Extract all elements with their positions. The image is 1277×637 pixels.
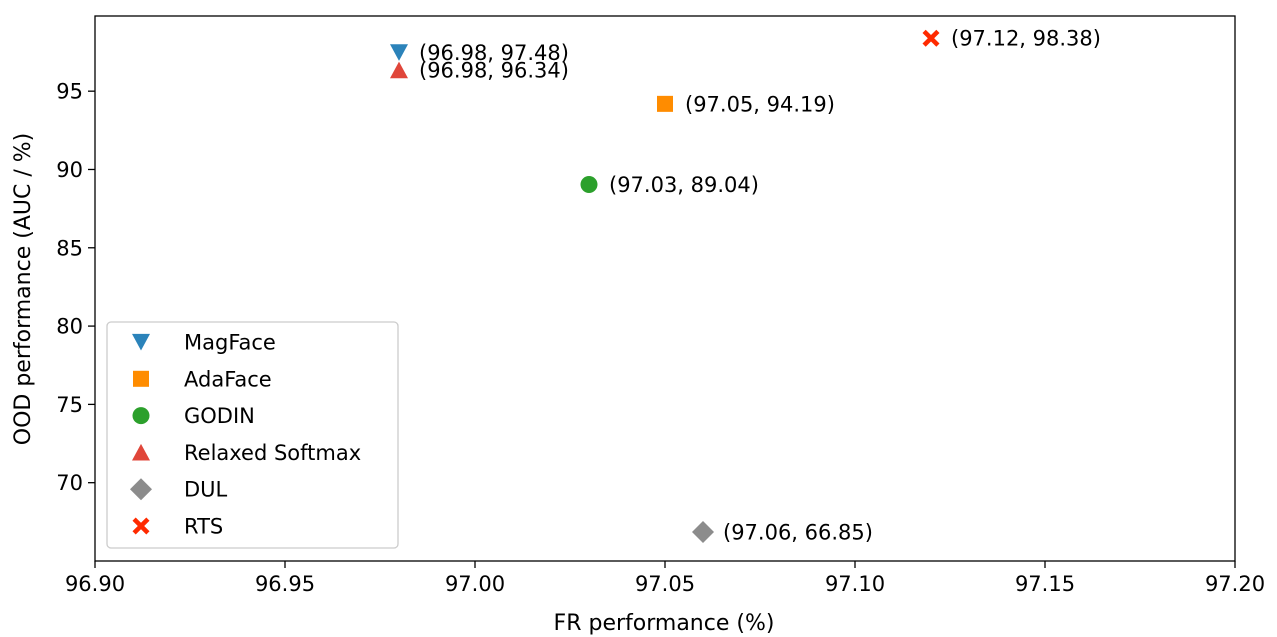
x-tick-label: 97.05	[635, 572, 695, 596]
x-tick-label: 96.90	[65, 572, 125, 596]
legend: MagFace AdaFace GODIN Relaxed Softmax DUL RTS	[106, 321, 399, 549]
data-point-magface	[390, 44, 408, 61]
y-tick-label: 85	[56, 236, 83, 260]
legend-marker-magface	[132, 333, 150, 351]
legend-marker-dul	[130, 478, 152, 501]
legend-marker-rts	[132, 517, 150, 535]
x-tick-label: 97.10	[825, 572, 885, 596]
y-tick-label: 75	[56, 393, 83, 417]
x-tick-label: 96.95	[255, 572, 315, 596]
data-label: (97.03, 89.04)	[609, 173, 759, 197]
legend-entry: GODIN	[184, 404, 255, 428]
data-label: (97.12, 98.38)	[951, 27, 1101, 51]
data-label: (96.98, 96.34)	[419, 59, 569, 83]
legend-box	[106, 321, 399, 549]
legend-entry: Relaxed Softmax	[184, 441, 361, 465]
x-axis-label: FR performance (%)	[554, 611, 775, 636]
x-tick-label: 97.00	[445, 572, 505, 596]
data-point-godin	[580, 176, 598, 194]
data-label: (97.05, 94.19)	[685, 92, 835, 116]
data-point-relaxed-softmax	[390, 61, 408, 79]
legend-entry: AdaFace	[184, 367, 272, 391]
legend-entry: MagFace	[184, 331, 276, 355]
y-tick-label: 70	[56, 471, 83, 495]
data-point-dul	[692, 521, 714, 544]
legend-entry: DUL	[184, 478, 228, 502]
data-point-adaface	[657, 95, 673, 112]
legend-marker-relaxed-softmax	[132, 443, 150, 461]
data-label: (97.06, 66.85)	[723, 521, 873, 545]
y-tick-label: 95	[56, 80, 83, 104]
y-tick-label: 80	[56, 315, 83, 339]
x-tick-label: 97.15	[1015, 572, 1075, 596]
y-tick-label: 90	[56, 158, 83, 182]
y-axis-label: OOD performance (AUC / %)	[11, 133, 36, 445]
data-label: (96.98, 97.48)	[419, 41, 569, 65]
data-points: (96.98, 97.48) (97.05, 94.19) (97.03, 89.0…	[390, 27, 1101, 545]
x-tick-label: 97.20	[1205, 572, 1265, 596]
legend-marker-adaface	[133, 370, 149, 387]
data-point-rts	[922, 29, 940, 47]
y-axis: 70 75 80 85 90 95	[56, 80, 95, 495]
legend-marker-godin	[132, 407, 150, 425]
x-axis: 96.90 96.95 97.00 97.05 97.10 97.15 97.20	[65, 561, 1265, 596]
legend-entry: RTS	[184, 515, 223, 539]
